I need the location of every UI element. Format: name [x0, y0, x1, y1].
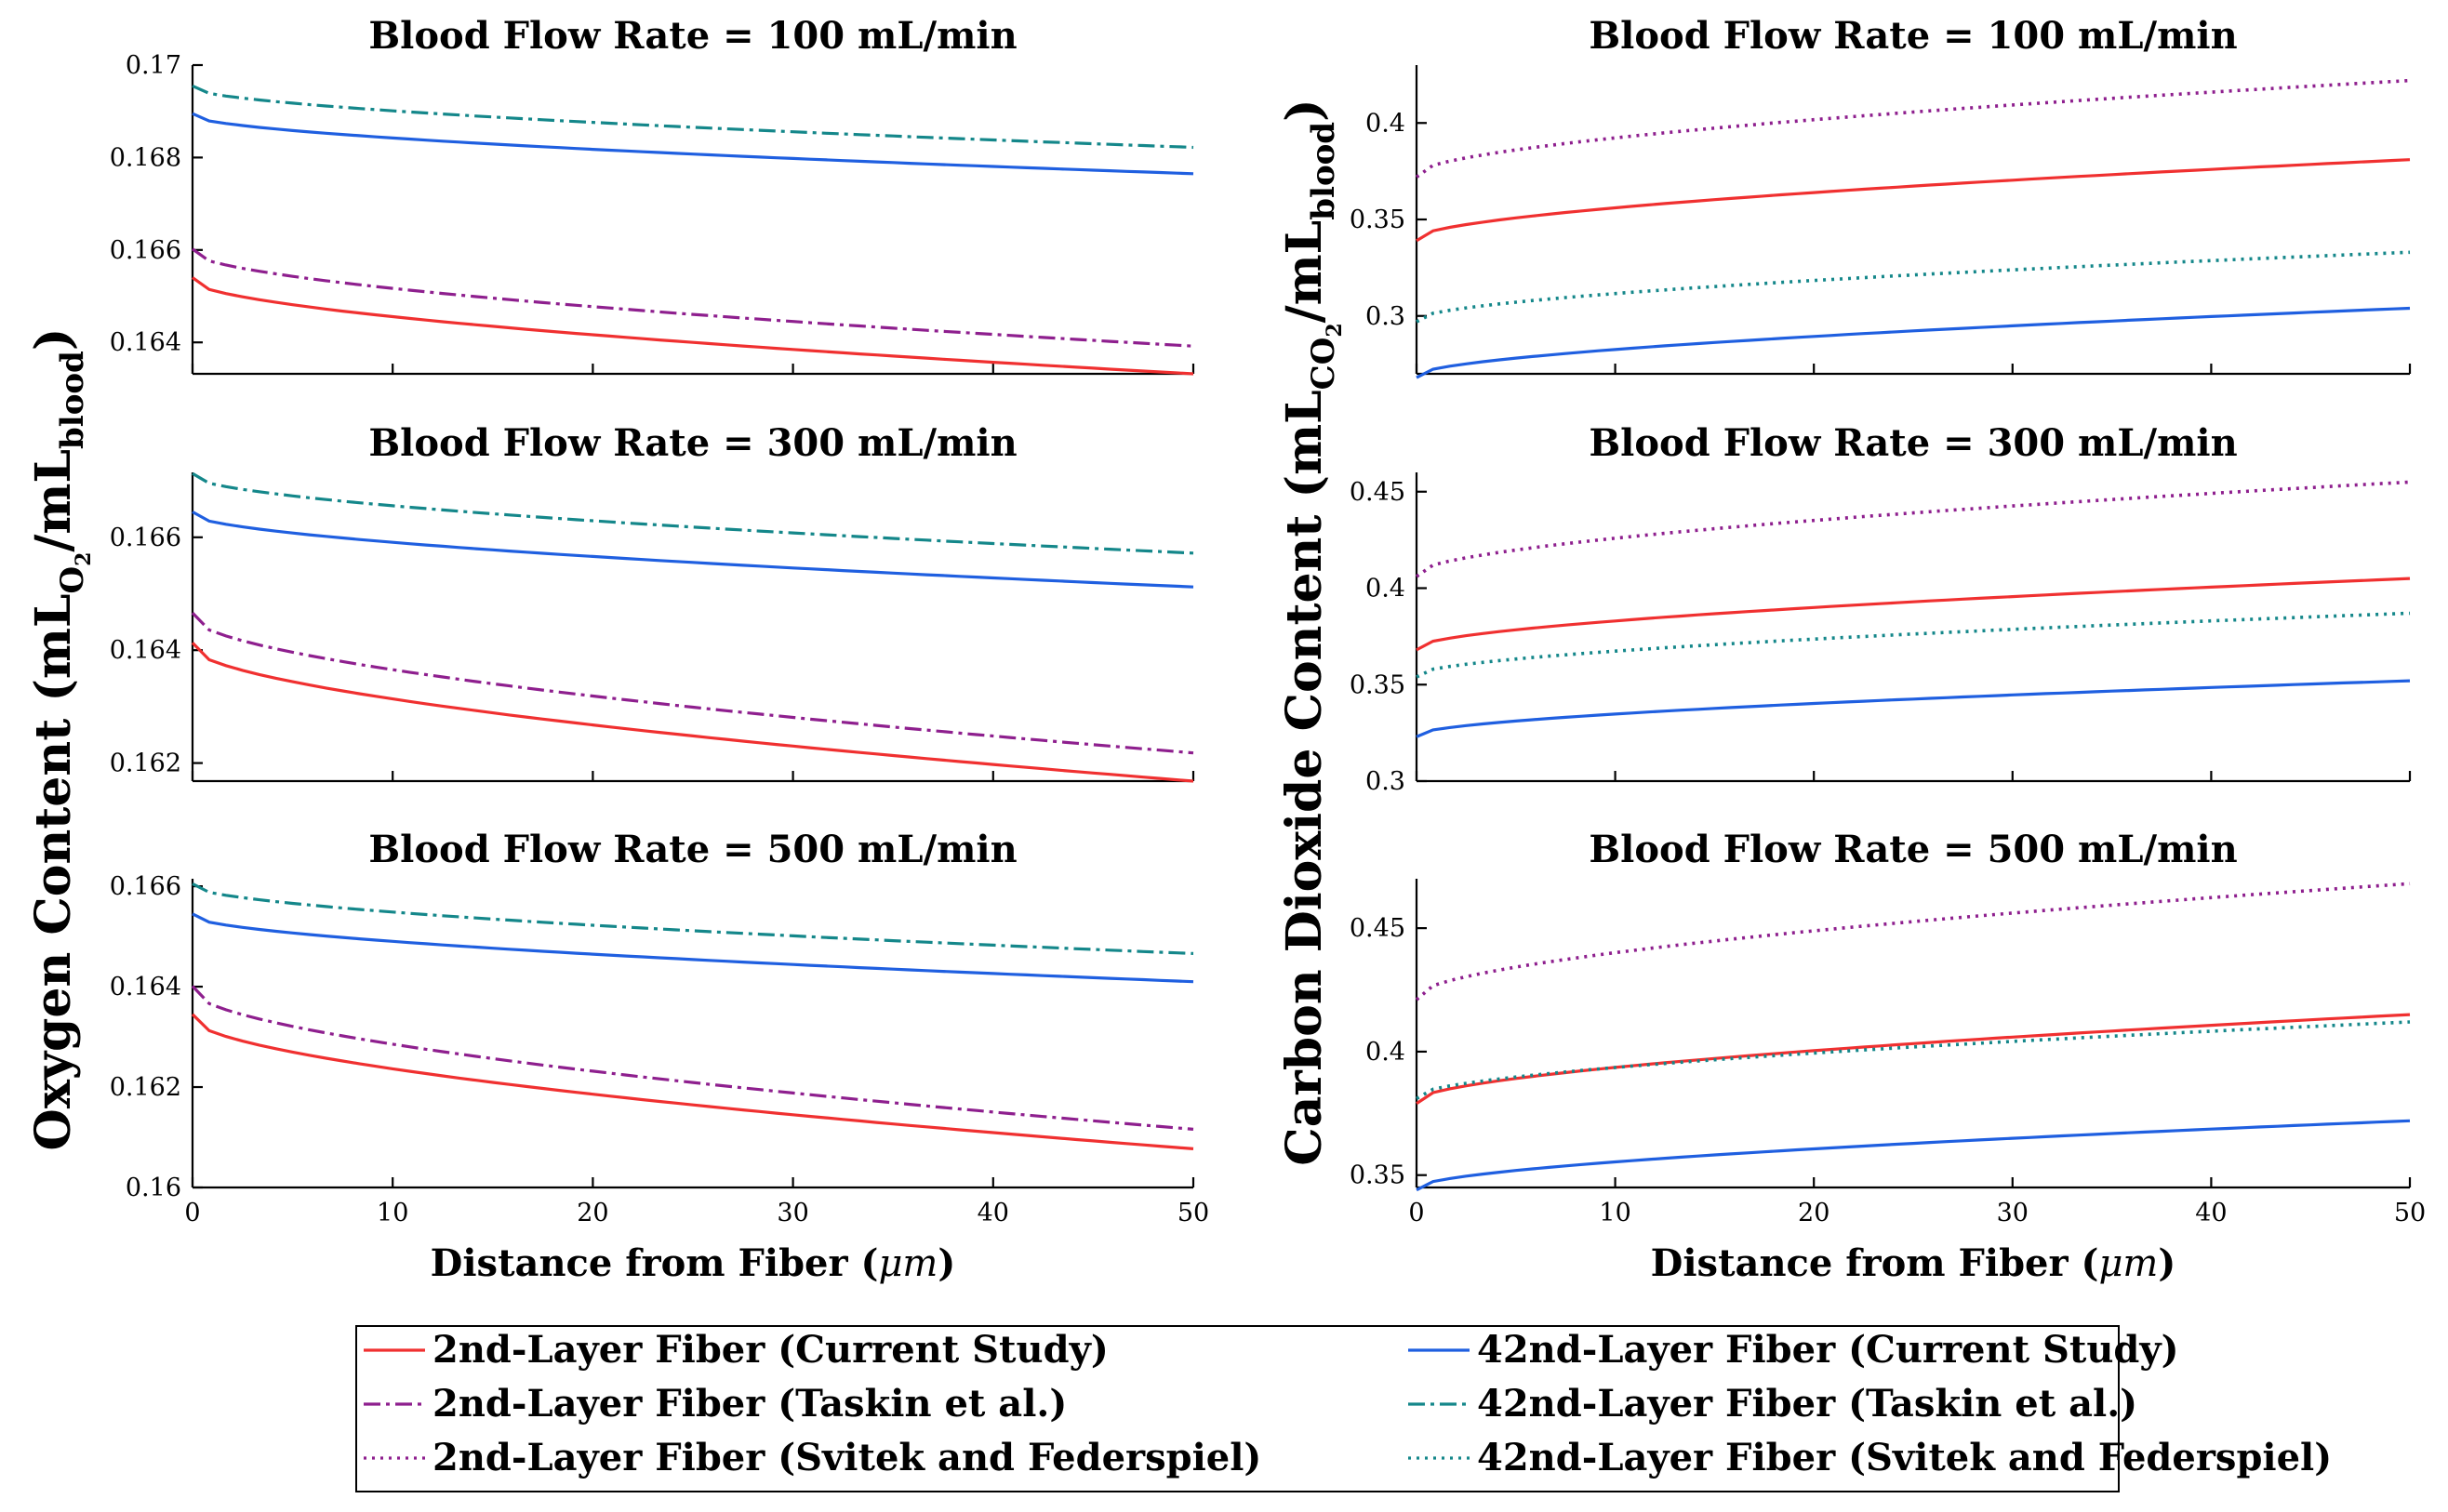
y-tick-label: 0.4 [1365, 1038, 1405, 1067]
x-axis-label-right: Distance from Fiber (μm) [1651, 1241, 2176, 1285]
x-tick-label: 20 [577, 1199, 608, 1227]
series-line [192, 84, 1194, 150]
svg-text:Distance from Fiber (μm): Distance from Fiber (μm) [1651, 1241, 2176, 1285]
series-line [192, 112, 1194, 176]
series-line [191, 611, 1194, 755]
panel-4: Blood Flow Rate = 300 mL/min 0.3 0.35 0.4 0.… [1350, 421, 2412, 796]
panel-title: Blood Flow Rate = 300 mL/min [368, 421, 1017, 465]
y-axis-label-right: Carbon Dioxide Content (mLCO2/mLblood) [1276, 99, 1347, 1165]
series-line [1416, 577, 2411, 652]
svg-text:Carbon Dioxide Content (mLCO2/: Carbon Dioxide Content (mLCO2/mLblood) [1276, 99, 1347, 1165]
legend-label: 2nd-Layer Fiber (Current Study) [432, 1328, 1109, 1372]
series-line [1416, 1119, 2411, 1192]
x-tick-label: 40 [978, 1199, 1009, 1227]
legend-item: 2nd-Layer Fiber (Svitek and Federspiel) [364, 1436, 1261, 1479]
panel-title: Blood Flow Rate = 300 mL/min [1589, 421, 2237, 465]
series-line [191, 642, 1194, 783]
legend-label: 42nd-Layer Fiber (Svitek and Federspiel) [1477, 1436, 2332, 1479]
y-tick-label: 0.35 [1350, 670, 1405, 699]
panel-title: Blood Flow Rate = 100 mL/min [1589, 14, 2237, 58]
y-tick-label: 0.166 [110, 872, 181, 901]
series-line [1415, 78, 2411, 179]
series-line [191, 1013, 1194, 1150]
series-line [1416, 679, 2411, 738]
panel-title: Blood Flow Rate = 500 mL/min [1589, 828, 2237, 871]
legend-item: 42nd-Layer Fiber (Current Study) [1408, 1328, 2179, 1372]
y-tick-label: 0.35 [1350, 206, 1405, 234]
x-tick-label: 40 [2195, 1199, 2227, 1227]
y-tick-label: 0.166 [110, 236, 181, 265]
x-tick-label: 0 [1408, 1199, 1424, 1227]
svg-text:Distance from Fiber (μm): Distance from Fiber (μm) [431, 1241, 956, 1285]
series-line [192, 247, 1194, 348]
panel-title: Blood Flow Rate = 100 mL/min [368, 14, 1017, 58]
x-tick-label: 30 [1997, 1199, 2029, 1227]
series-line [1416, 306, 2411, 379]
series-line [1415, 480, 2411, 578]
legend-label: 42nd-Layer Fiber (Taskin et al.) [1477, 1382, 2137, 1426]
panel-2: Blood Flow Rate = 100 mL/min 0.3 0.35 0.4 [1350, 14, 2412, 379]
y-tick-label: 0.16 [126, 1174, 181, 1202]
legend-item: 42nd-Layer Fiber (Taskin et al.) [1408, 1382, 2137, 1426]
svg-text:Oxygen Content (mLO2/mLblood): Oxygen Content (mLO2/mLblood) [25, 328, 96, 1151]
y-tick-label: 0.17 [126, 51, 181, 80]
y-axis-label-left: Oxygen Content (mLO2/mLblood) [25, 328, 96, 1151]
panel-title: Blood Flow Rate = 500 mL/min [368, 828, 1017, 871]
series-line [1415, 882, 2411, 1001]
x-tick-label: 50 [1177, 1199, 1209, 1227]
series-line [1416, 158, 2411, 243]
x-tick-label: 10 [377, 1199, 408, 1227]
legend-label: 42nd-Layer Fiber (Current Study) [1477, 1328, 2179, 1372]
panel-6: Blood Flow Rate = 500 mL/min 0.35 0.4 0.45 0… [1350, 828, 2426, 1227]
legend-item: 2nd-Layer Fiber (Current Study) [364, 1328, 1109, 1372]
y-tick-label: 0.3 [1365, 767, 1405, 796]
series-line [192, 912, 1194, 984]
series-line [1416, 1013, 2411, 1106]
x-tick-label: 0 [184, 1199, 200, 1227]
legend-item: 2nd-Layer Fiber (Taskin et al.) [364, 1382, 1067, 1426]
y-tick-label: 0.45 [1350, 478, 1405, 507]
x-tick-label: 10 [1599, 1199, 1630, 1227]
y-tick-label: 0.35 [1350, 1161, 1405, 1190]
panel-5: Blood Flow Rate = 500 mL/min 0.16 0.162 0.1… [110, 828, 1209, 1227]
y-tick-label: 0.4 [1365, 109, 1405, 138]
series-line [192, 276, 1194, 376]
panel-3: Blood Flow Rate = 300 mL/min 0.162 0.164 0.… [110, 421, 1195, 783]
series-line [191, 985, 1194, 1131]
legend: 2nd-Layer Fiber (Current Study) 42nd-Laye… [355, 1325, 2332, 1492]
x-tick-label: 30 [777, 1199, 808, 1227]
y-tick-label: 0.162 [110, 749, 181, 778]
panels: Blood Flow Rate = 100 mL/min 0.164 0.166 0.… [110, 14, 2426, 1227]
series-line [1416, 1020, 2411, 1100]
legend-item: 42nd-Layer Fiber (Svitek and Federspiel) [1408, 1436, 2332, 1479]
x-axis-label-left: Distance from Fiber (μm) [431, 1241, 956, 1285]
series-line [192, 511, 1194, 589]
panel-1: Blood Flow Rate = 100 mL/min 0.164 0.166 0.… [110, 14, 1195, 376]
series-line [1416, 611, 2411, 679]
series-line [192, 882, 1194, 955]
y-tick-label: 0.164 [110, 636, 181, 665]
y-tick-label: 0.3 [1365, 302, 1405, 331]
series-line [1416, 250, 2411, 324]
y-tick-label: 0.4 [1365, 575, 1405, 603]
legend-label: 2nd-Layer Fiber (Taskin et al.) [432, 1382, 1067, 1426]
y-tick-label: 0.166 [110, 524, 181, 552]
y-tick-label: 0.45 [1350, 914, 1405, 943]
y-tick-label: 0.162 [110, 1073, 181, 1102]
series-line [192, 471, 1194, 555]
legend-label: 2nd-Layer Fiber (Svitek and Federspiel) [432, 1436, 1261, 1479]
x-tick-label: 20 [1798, 1199, 1829, 1227]
y-tick-label: 0.164 [110, 328, 181, 357]
y-tick-label: 0.168 [110, 143, 181, 172]
y-tick-label: 0.164 [110, 973, 181, 1001]
legend-box [355, 1325, 2120, 1492]
x-tick-label: 50 [2394, 1199, 2426, 1227]
